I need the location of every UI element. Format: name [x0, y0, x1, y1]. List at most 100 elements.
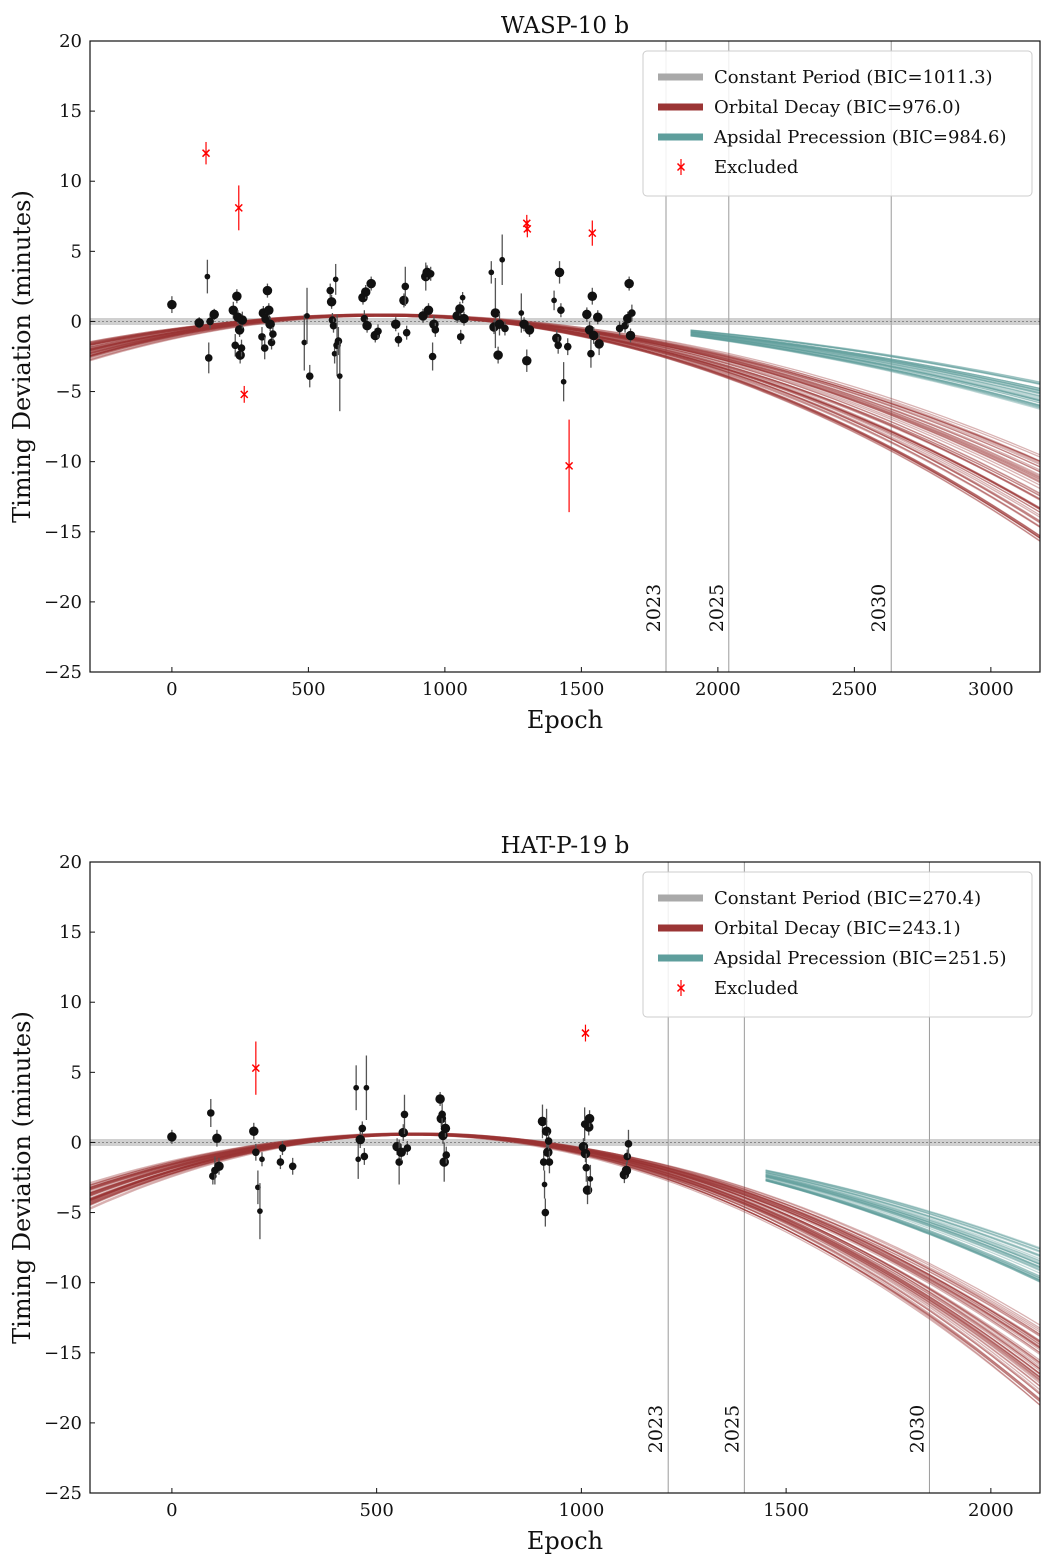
data-point	[554, 341, 562, 350]
apsidal-precession-curve	[690, 333, 1040, 402]
year-label-2025: 2025	[706, 584, 728, 632]
apsidal-precession-curve	[690, 331, 1040, 391]
excluded-point	[565, 461, 574, 470]
orbital-decay-curve	[90, 313, 1040, 510]
hat-p-19b-panel: 0 500 1000 1500 2000 20 15 10 5 0 −5 −10 −15 −20 −25 20…	[8, 833, 1041, 1555]
apsidal-precession-curve	[765, 1176, 1040, 1272]
orbital-decay-curve	[90, 314, 1040, 522]
data-point	[260, 344, 269, 352]
x-tick-label: 2000	[695, 679, 741, 700]
data-point	[276, 1158, 285, 1166]
y-axis-title: Timing Deviation (minutes)	[8, 190, 36, 523]
x-tick-label: 500	[359, 1500, 393, 1521]
orbital-decay-curve	[90, 315, 1040, 539]
legend: Constant Period (BIC=270.4) Orbital Decay…	[642, 871, 1033, 1018]
apsidal-precession-curve	[765, 1179, 1040, 1281]
orbital-decay-curve	[90, 315, 1040, 528]
apsidal-precession-curve	[765, 1170, 1040, 1253]
data-point	[374, 327, 382, 336]
orbital-decay-curve	[90, 314, 1040, 542]
apsidal-precession-curve	[690, 329, 1040, 383]
data-point	[358, 1124, 367, 1133]
orbital-decay-curve	[90, 313, 1040, 478]
data-point	[624, 278, 634, 289]
orbital-decay-curve	[90, 1134, 1040, 1363]
data-point	[624, 1140, 633, 1148]
orbital-decay-curve	[90, 313, 1040, 477]
legend-label: Constant Period (BIC=1011.3)	[714, 67, 993, 88]
orbital-decay-curve	[90, 1133, 1040, 1361]
orbital-decay-curve	[90, 313, 1040, 542]
y-tick-label: 15	[59, 922, 82, 943]
orbital-decay-curve	[90, 1133, 1040, 1349]
x-tick-label: 0	[166, 679, 177, 700]
data-point	[539, 1158, 548, 1166]
apsidal-precession-curve	[765, 1179, 1040, 1281]
orbital-decay-curve	[90, 1134, 1040, 1349]
apsidal-precession-curve	[690, 333, 1040, 402]
orbital-decay-curve	[90, 315, 1040, 480]
legend-box	[642, 871, 1033, 1018]
y-tick-label: −5	[55, 1203, 82, 1224]
legend-label: Excluded	[714, 978, 798, 999]
data-point	[621, 1165, 632, 1176]
orbital-decay-curve	[90, 1132, 1040, 1379]
apsidal-precession-curve	[690, 331, 1040, 392]
orbital-decay-curve	[90, 313, 1040, 495]
data-point	[628, 309, 636, 317]
excluded-point	[523, 224, 532, 233]
orbital-decay-curve	[90, 315, 1040, 471]
apsidal-precession-curve	[690, 332, 1040, 397]
apsidal-precession-curve	[765, 1171, 1040, 1257]
data-point	[541, 1126, 552, 1136]
apsidal-precession-curve	[690, 334, 1040, 407]
orbital-decay-curve	[90, 314, 1040, 510]
orbital-decay-curve	[90, 314, 1040, 539]
y-tick-label: −25	[44, 1483, 82, 1504]
y-tick-label: −10	[44, 452, 82, 473]
legend-label: Orbital Decay (BIC=243.1)	[714, 918, 961, 939]
data-point	[353, 1084, 360, 1091]
orbital-decay-curve	[90, 1133, 1040, 1331]
data-point	[262, 285, 273, 296]
apsidal-precession-curve	[690, 333, 1040, 402]
apsidal-precession-curve	[765, 1174, 1040, 1265]
y-tick-label: −5	[55, 382, 82, 403]
data-point	[206, 317, 214, 326]
data-point	[459, 294, 466, 301]
y-tick-label: 20	[59, 852, 82, 873]
x-tick-label: 1000	[558, 1500, 604, 1521]
orbital-decay-curve	[90, 1132, 1040, 1375]
y-tick-label: −10	[44, 1273, 82, 1294]
apsidal-precession-curve	[690, 331, 1040, 392]
apsidal-precession-curve	[690, 334, 1040, 407]
orbital-decay-curve	[90, 1132, 1040, 1403]
x-axis-title: Epoch	[527, 706, 603, 734]
apsidal-precession-curve	[765, 1175, 1040, 1268]
orbital-decay-curve	[90, 1132, 1040, 1370]
data-point	[304, 312, 310, 319]
data-point	[360, 314, 369, 323]
apsidal-precession-curve	[765, 1173, 1040, 1262]
orbital-decay-curve	[90, 1133, 1040, 1400]
orbital-decay-curve	[90, 315, 1040, 513]
data-point	[554, 267, 565, 278]
orbital-decay-curve	[90, 313, 1040, 510]
orbital-decay-curve	[90, 1133, 1040, 1337]
orbital-decay-curve	[90, 314, 1040, 456]
data-point	[362, 320, 372, 331]
plot-area	[90, 862, 1040, 1493]
apsidal-precession-curve	[765, 1175, 1040, 1268]
apsidal-precession-curve	[690, 331, 1040, 394]
data-point	[204, 354, 213, 362]
data-point	[402, 328, 411, 337]
data-point	[331, 350, 338, 357]
y-tick-label: 20	[59, 31, 82, 52]
data-point	[403, 1144, 412, 1152]
legend-label: Apsidal Precession (BIC=251.5)	[713, 948, 1007, 969]
orbital-decay-curve	[90, 1134, 1040, 1375]
apsidal-precession-curve	[690, 335, 1040, 409]
data-point	[214, 1161, 224, 1172]
data-point	[288, 1162, 297, 1171]
data-point	[459, 313, 469, 324]
